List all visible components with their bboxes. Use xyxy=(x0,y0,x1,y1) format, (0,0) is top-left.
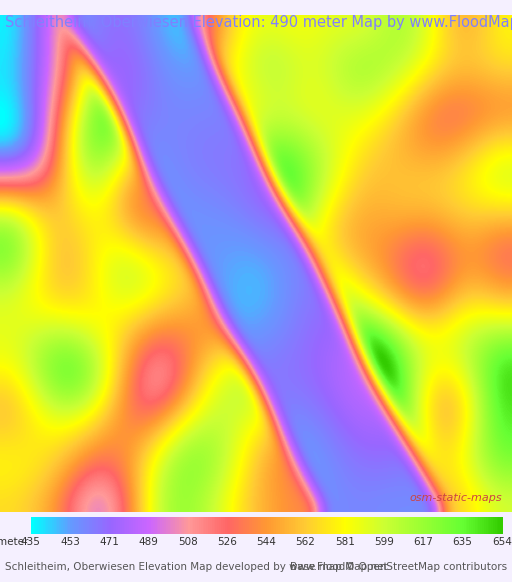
Text: 489: 489 xyxy=(139,537,158,547)
Text: 562: 562 xyxy=(295,537,315,547)
Text: 544: 544 xyxy=(257,537,276,547)
Text: Schleitheim, Oberwiesen Elevation: 490 meter Map by www.FloodMap.net (beta: Schleitheim, Oberwiesen Elevation: 490 m… xyxy=(5,15,512,30)
Text: 508: 508 xyxy=(178,537,198,547)
Text: 526: 526 xyxy=(217,537,237,547)
Text: 453: 453 xyxy=(60,537,80,547)
Text: 617: 617 xyxy=(413,537,433,547)
Text: meter: meter xyxy=(0,537,28,547)
Text: Base map © OpenStreetMap contributors: Base map © OpenStreetMap contributors xyxy=(290,562,507,572)
Text: 435: 435 xyxy=(21,537,40,547)
Text: 635: 635 xyxy=(453,537,473,547)
Text: Schleitheim, Oberwiesen Elevation Map developed by www.FloodMap.net: Schleitheim, Oberwiesen Elevation Map de… xyxy=(5,562,388,572)
Text: 581: 581 xyxy=(335,537,355,547)
Text: osm-static-maps: osm-static-maps xyxy=(409,494,502,503)
Text: 599: 599 xyxy=(374,537,394,547)
Text: 654: 654 xyxy=(492,537,511,547)
Text: 471: 471 xyxy=(99,537,119,547)
